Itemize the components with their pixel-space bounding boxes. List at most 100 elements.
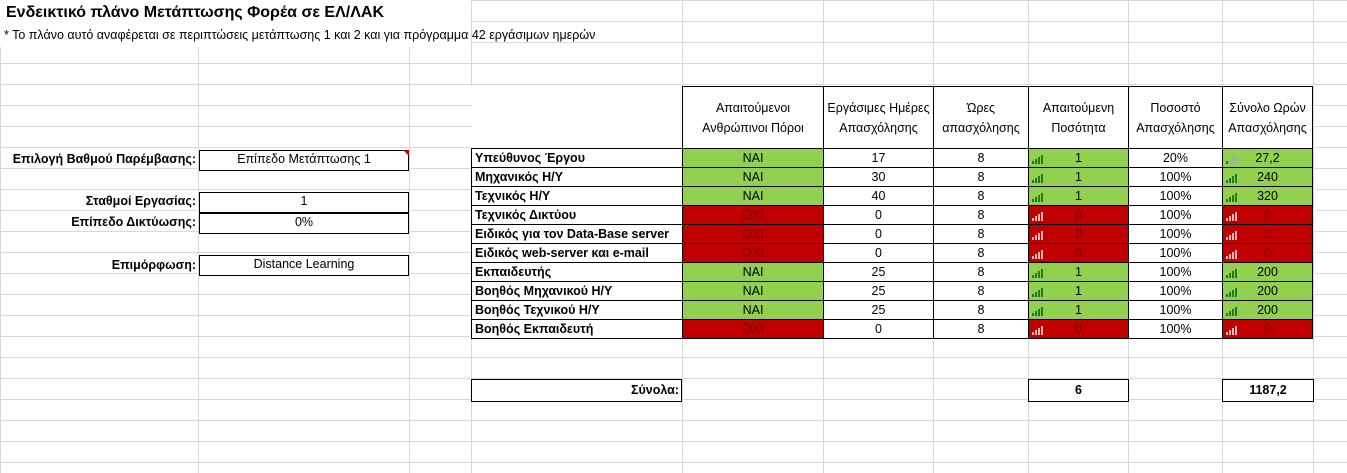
table-row: Ειδικός για τον Data-Base server ΟΧΙ 0 8 0 10…: [471, 224, 1313, 244]
days-cell[interactable]: 0: [823, 205, 934, 225]
quantity-cell[interactable]: 1: [1028, 281, 1129, 301]
total-hours-cell[interactable]: 200: [1222, 300, 1313, 320]
workstations-value: 1: [300, 194, 308, 208]
percent-cell[interactable]: 20%: [1128, 148, 1223, 168]
signal-bars-icon: [1032, 307, 1043, 316]
percent-cell[interactable]: 100%: [1128, 167, 1223, 187]
required-cell[interactable]: ΝΑΙ: [682, 167, 824, 187]
required-cell[interactable]: ΟΧΙ: [682, 224, 824, 244]
intervention-select[interactable]: Επίπεδο Μετάπτωσης 1: [199, 150, 409, 171]
percent-cell[interactable]: 100%: [1128, 300, 1223, 320]
required-cell[interactable]: ΝΑΙ: [682, 281, 824, 301]
quantity-cell[interactable]: 0: [1028, 224, 1129, 244]
days-cell[interactable]: 0: [823, 319, 934, 339]
total-hours-cell[interactable]: 0: [1222, 224, 1313, 244]
required-cell[interactable]: ΝΑΙ: [682, 148, 824, 168]
quantity-cell[interactable]: 1: [1028, 262, 1129, 282]
role-cell[interactable]: Βοηθός Μηχανικού Η/Υ: [471, 281, 683, 301]
total-hours-value: 0: [1264, 227, 1271, 241]
total-hours-cell[interactable]: 0: [1222, 205, 1313, 225]
days-cell[interactable]: 0: [823, 224, 934, 244]
percent-cell[interactable]: 100%: [1128, 262, 1223, 282]
intervention-label: Επιλογή Βαθμού Παρέμβασης:: [12, 152, 196, 166]
days-cell[interactable]: 40: [823, 186, 934, 206]
quantity-cell[interactable]: 1: [1028, 186, 1129, 206]
role-cell[interactable]: Βοηθός Τεχνικού Η/Υ: [471, 300, 683, 320]
required-cell[interactable]: ΝΑΙ: [682, 262, 824, 282]
role-cell[interactable]: Τεχνικός Δικτύου: [471, 205, 683, 225]
quantity-cell[interactable]: 1: [1028, 148, 1129, 168]
role-cell[interactable]: Υπεύθυνος Έργου: [471, 148, 683, 168]
quantity-value: 1: [1075, 265, 1082, 279]
days-cell[interactable]: 17: [823, 148, 934, 168]
header-resources: Απαιτούμενοι Ανθρώπινοι Πόροι: [682, 86, 824, 149]
totals-hours[interactable]: 1187,2: [1222, 379, 1314, 402]
days-cell[interactable]: 0: [823, 243, 934, 263]
totals-quantity[interactable]: 6: [1028, 379, 1129, 402]
days-cell[interactable]: 25: [823, 262, 934, 282]
training-select[interactable]: Distance Learning: [199, 255, 409, 276]
signal-bars-icon: [1032, 212, 1043, 221]
total-hours-value: 200: [1257, 265, 1278, 279]
signal-bars-icon: [1032, 250, 1043, 259]
hours-cell[interactable]: 8: [933, 319, 1029, 339]
total-hours-value: 0: [1264, 246, 1271, 260]
signal-bars-icon: [1032, 193, 1043, 202]
total-hours-cell[interactable]: 200: [1222, 281, 1313, 301]
total-hours-cell[interactable]: 240: [1222, 167, 1313, 187]
total-hours-cell[interactable]: 200: [1222, 262, 1313, 282]
days-cell[interactable]: 30: [823, 167, 934, 187]
required-cell[interactable]: ΟΧΙ: [682, 243, 824, 263]
quantity-cell[interactable]: 1: [1028, 300, 1129, 320]
role-cell[interactable]: Τεχνικός Η/Υ: [471, 186, 683, 206]
days-cell[interactable]: 25: [823, 281, 934, 301]
signal-bars-icon: [1226, 269, 1237, 278]
total-hours-cell[interactable]: 0: [1222, 243, 1313, 263]
role-cell[interactable]: Μηχανικός Η/Υ: [471, 167, 683, 187]
total-hours-cell[interactable]: 27,2: [1222, 148, 1313, 168]
total-hours-value: 0: [1264, 208, 1271, 222]
hours-cell[interactable]: 8: [933, 205, 1029, 225]
quantity-cell[interactable]: 1: [1028, 167, 1129, 187]
role-cell[interactable]: Εκπαιδευτής: [471, 262, 683, 282]
role-cell[interactable]: Ειδικός για τον Data-Base server: [471, 224, 683, 244]
signal-bars-icon: [1226, 288, 1237, 297]
signal-bars-icon: [1226, 174, 1237, 183]
hours-cell[interactable]: 8: [933, 167, 1029, 187]
workstations-input[interactable]: 1: [199, 192, 409, 213]
required-cell[interactable]: ΝΑΙ: [682, 300, 824, 320]
required-cell[interactable]: ΟΧΙ: [682, 319, 824, 339]
signal-bars-icon: [1226, 231, 1237, 240]
quantity-cell[interactable]: 0: [1028, 205, 1129, 225]
signal-bars-icon: [1226, 155, 1237, 164]
role-cell[interactable]: Ειδικός web-server και e-mail: [471, 243, 683, 263]
days-cell[interactable]: 25: [823, 300, 934, 320]
quantity-value: 0: [1075, 208, 1082, 222]
quantity-cell[interactable]: 0: [1028, 319, 1129, 339]
quantity-value: 1: [1075, 189, 1082, 203]
total-hours-cell[interactable]: 0: [1222, 319, 1313, 339]
percent-cell[interactable]: 100%: [1128, 281, 1223, 301]
required-cell[interactable]: ΟΧΙ: [682, 205, 824, 225]
percent-cell[interactable]: 100%: [1128, 186, 1223, 206]
hours-cell[interactable]: 8: [933, 243, 1029, 263]
hours-cell[interactable]: 8: [933, 300, 1029, 320]
percent-cell[interactable]: 100%: [1128, 319, 1223, 339]
quantity-cell[interactable]: 0: [1028, 243, 1129, 263]
networking-label: Επίπεδο Δικτύωσης:: [71, 215, 196, 229]
percent-cell[interactable]: 100%: [1128, 243, 1223, 263]
role-cell[interactable]: Βοηθός Εκπαιδευτή: [471, 319, 683, 339]
table-row: Βοηθός Τεχνικού Η/Υ ΝΑΙ 25 8 1 100% 200: [471, 300, 1313, 320]
table-row: Βοηθός Μηχανικού Η/Υ ΝΑΙ 25 8 1 100% 200: [471, 281, 1313, 301]
networking-input[interactable]: 0%: [199, 213, 409, 234]
hours-cell[interactable]: 8: [933, 281, 1029, 301]
table-row: Μηχανικός Η/Υ ΝΑΙ 30 8 1 100% 240: [471, 167, 1313, 187]
hours-cell[interactable]: 8: [933, 186, 1029, 206]
total-hours-cell[interactable]: 320: [1222, 186, 1313, 206]
hours-cell[interactable]: 8: [933, 262, 1029, 282]
hours-cell[interactable]: 8: [933, 148, 1029, 168]
hours-cell[interactable]: 8: [933, 224, 1029, 244]
required-cell[interactable]: ΝΑΙ: [682, 186, 824, 206]
percent-cell[interactable]: 100%: [1128, 224, 1223, 244]
percent-cell[interactable]: 100%: [1128, 205, 1223, 225]
